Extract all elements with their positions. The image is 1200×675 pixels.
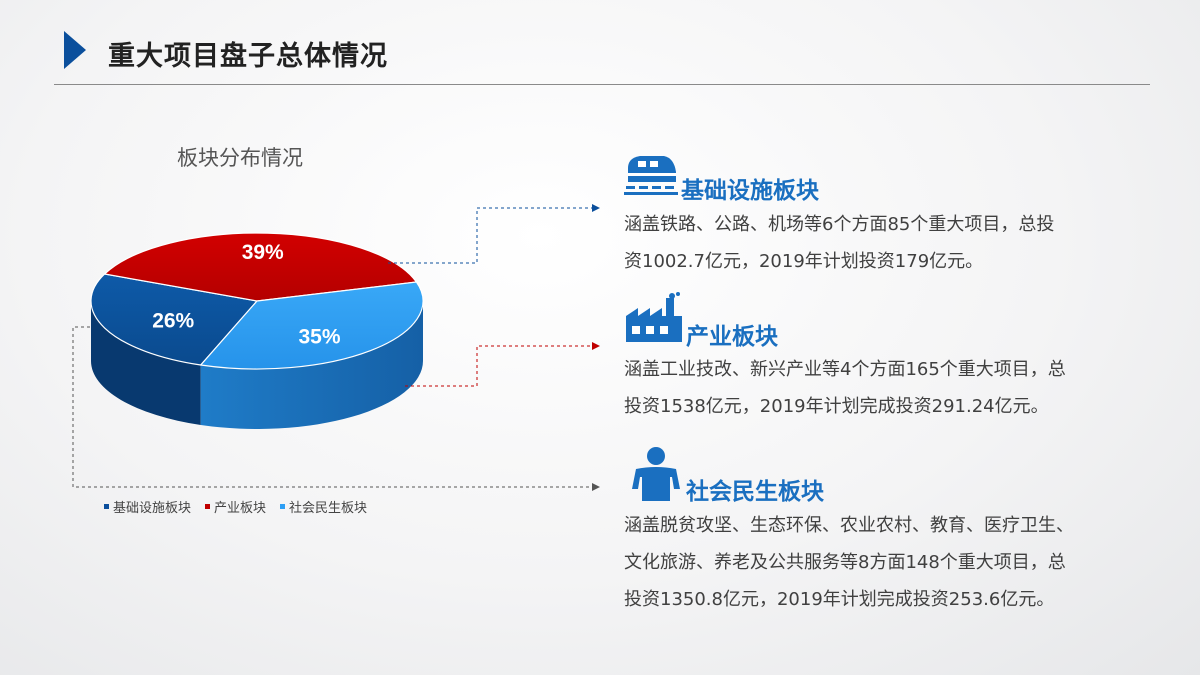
pie-slice-infrastructure xyxy=(90,273,259,366)
section-desc-infrastructure: 涵盖铁路、公路、机场等6个方面85个重大项目，总投 资1002.7亿元，2019… xyxy=(624,206,1134,280)
pie-slice-social-side xyxy=(200,301,423,430)
legend-item-social: 社会民生板块 xyxy=(280,497,367,516)
pie-slice-infrastructure-label: 26% xyxy=(152,309,194,332)
legend-item-infrastructure: 基础设施板块 xyxy=(104,497,191,516)
desc-line: 涵盖铁路、公路、机场等6个方面85个重大项目，总投 xyxy=(624,214,1055,235)
legend-label: 基础设施板块 xyxy=(113,501,192,516)
factory-icon xyxy=(626,292,682,342)
desc-line: 涵盖脱贫攻坚、生态环保、农业农村、教育、医疗卫生、 xyxy=(624,515,1074,536)
desc-line: 投资1538亿元，2019年计划完成投资291.24亿元。 xyxy=(624,396,1049,417)
pie-slice-infrastructure-side xyxy=(90,301,201,425)
legend-label: 社会民生板块 xyxy=(289,501,368,516)
pie-slice-social xyxy=(199,281,424,370)
connector-industry xyxy=(405,345,592,387)
desc-line: 涵盖工业技改、新兴产业等4个方面165个重大项目，总 xyxy=(624,359,1066,380)
header-triangle-icon xyxy=(64,31,86,69)
desc-line: 文化旅游、养老及公共服务等8方面148个重大项目，总 xyxy=(624,552,1066,573)
pie-slice-social-label: 35% xyxy=(298,326,340,349)
desc-line: 投资1350.8亿元，2019年计划完成投资253.6亿元。 xyxy=(624,589,1055,610)
section-title-industry: 产业板块 xyxy=(686,324,778,350)
chart-legend: 基础设施板块 产业板块 社会民生板块 xyxy=(104,497,367,516)
section-desc-industry: 涵盖工业技改、新兴产业等4个方面165个重大项目，总 投资1538亿元，2019… xyxy=(624,351,1134,425)
legend-swatch xyxy=(205,504,211,509)
legend-item-industry: 产业板块 xyxy=(205,497,266,516)
section-title-social: 社会民生板块 xyxy=(686,479,824,505)
section-desc-social: 涵盖脱贫攻坚、生态环保、农业农村、教育、医疗卫生、 文化旅游、养老及公共服务等8… xyxy=(624,507,1134,618)
person-icon xyxy=(632,447,680,501)
connector-social xyxy=(72,326,592,488)
legend-label: 产业板块 xyxy=(214,501,267,516)
connector-arrow-industry xyxy=(592,342,600,350)
train-icon xyxy=(624,156,678,195)
connector-infrastructure xyxy=(388,207,592,264)
connector-arrow-social xyxy=(592,483,600,491)
pie-slice-industry-label: 39% xyxy=(242,241,284,264)
header-divider xyxy=(54,84,1150,85)
chart-title: 板块分布情况 xyxy=(177,146,303,170)
desc-line: 资1002.7亿元，2019年计划投资179亿元。 xyxy=(624,251,984,272)
connector-arrow-infrastructure xyxy=(592,204,600,212)
legend-swatch xyxy=(104,504,109,509)
legend-swatch xyxy=(280,504,286,509)
page-title: 重大项目盘子总体情况 xyxy=(108,41,388,72)
section-title-infrastructure: 基础设施板块 xyxy=(681,178,819,204)
pie-slice-industry xyxy=(103,232,418,302)
